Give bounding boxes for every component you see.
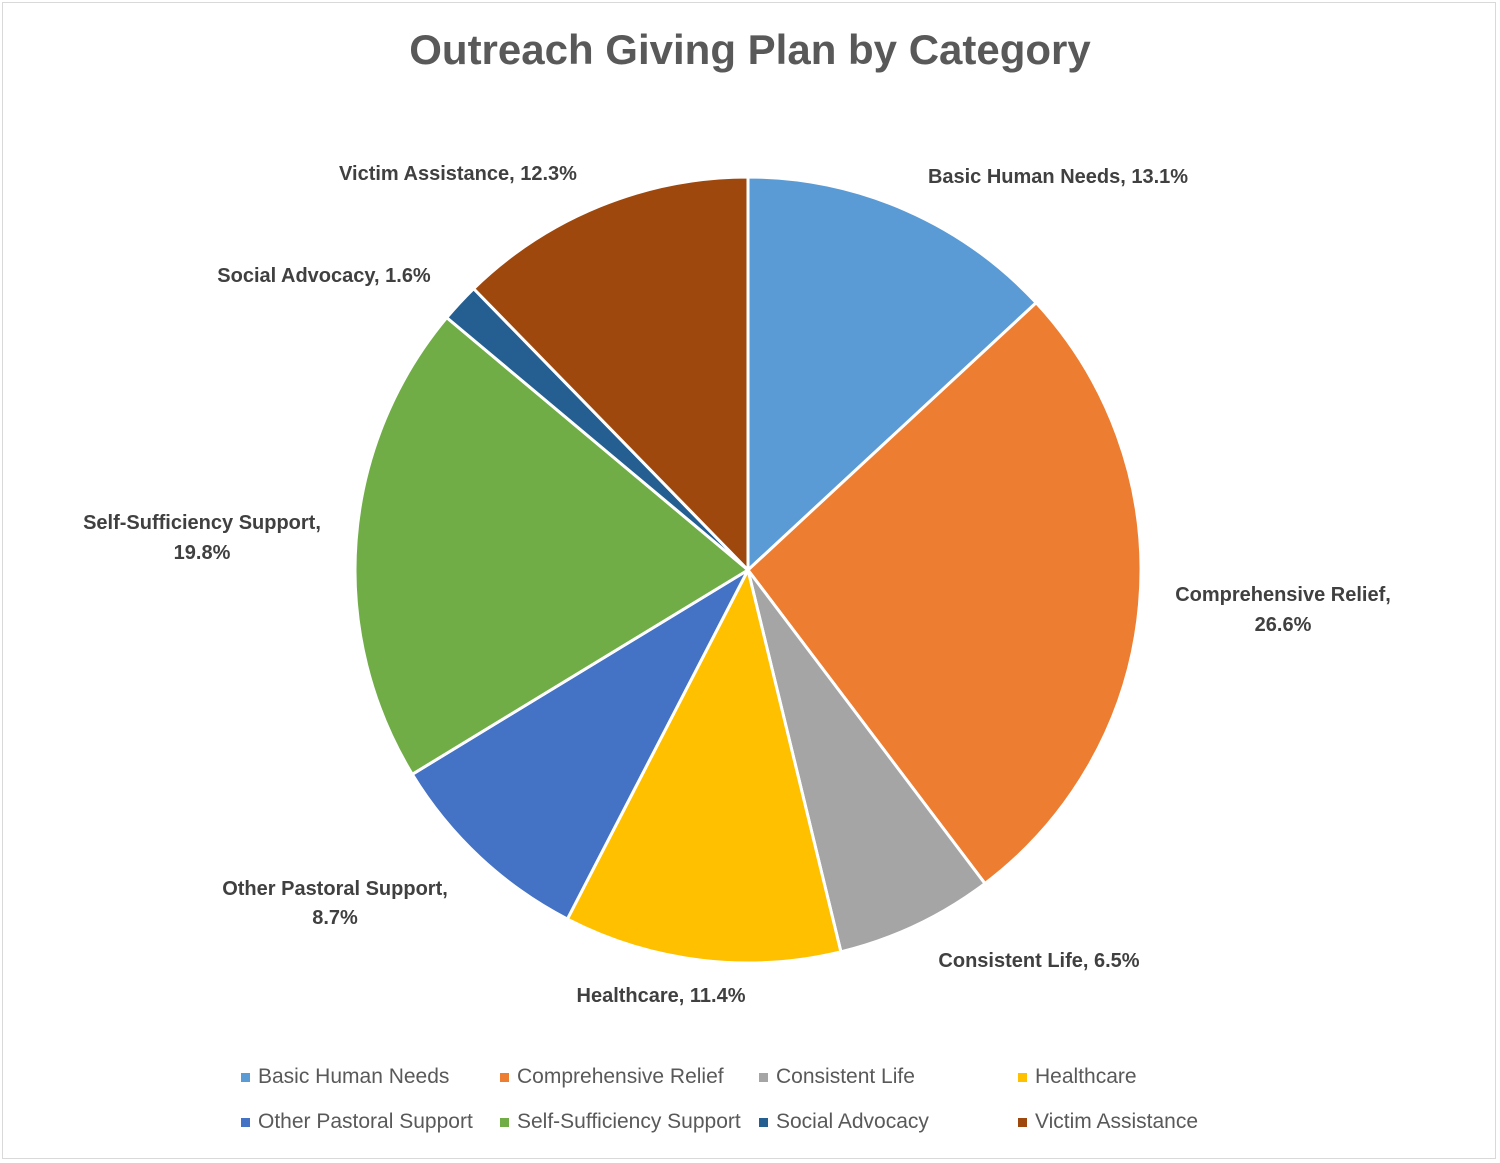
data-label-other-pastoral-support: Other Pastoral Support, 8.7% bbox=[222, 878, 448, 929]
legend-item-consistent-life: Consistent Life bbox=[759, 1065, 915, 1089]
legend-label: Comprehensive Relief bbox=[517, 1065, 724, 1088]
data-label-victim-assistance: Victim Assistance, 12.3% bbox=[339, 163, 577, 185]
data-label-consistent-life: Consistent Life, 6.5% bbox=[938, 950, 1139, 972]
pie-slice-basic-human-needs bbox=[746, 175, 1038, 572]
legend-swatch bbox=[1018, 1117, 1027, 1127]
legend-label: Victim Assistance bbox=[1035, 1110, 1199, 1133]
pie-slice-self-sufficiency-support bbox=[353, 316, 750, 776]
legend-item-other-pastoral-support: Other Pastoral Support bbox=[241, 1110, 473, 1134]
legend-swatch bbox=[241, 1117, 250, 1127]
legend-label: Consistent Life bbox=[776, 1065, 915, 1088]
pie-slice-victim-assistance bbox=[472, 175, 750, 572]
legend-swatch bbox=[759, 1117, 768, 1127]
legend-item-comprehensive-relief: Comprehensive Relief bbox=[500, 1065, 724, 1089]
pie-slice-consistent-life bbox=[746, 568, 987, 954]
legend-label: Healthcare bbox=[1035, 1065, 1137, 1088]
data-label-self-sufficiency-support: Self-Sufficiency Support, 19.8% bbox=[83, 512, 321, 564]
pie-slice-other-pastoral-support bbox=[410, 568, 750, 921]
legend-swatch bbox=[759, 1072, 768, 1082]
legend-label: Other Pastoral Support bbox=[258, 1110, 473, 1133]
legend-swatch bbox=[1018, 1072, 1027, 1082]
legend-label: Basic Human Needs bbox=[258, 1065, 450, 1088]
legend-swatch bbox=[241, 1072, 250, 1082]
chart-title: Outreach Giving Plan by Category bbox=[409, 26, 1091, 73]
legend-swatch bbox=[500, 1117, 509, 1127]
legend-label: Self-Sufficiency Support bbox=[517, 1110, 741, 1133]
legend-item-basic-human-needs: Basic Human Needs bbox=[241, 1065, 449, 1089]
legend-item-self-sufficiency-support: Self-Sufficiency Support bbox=[500, 1110, 741, 1134]
data-label-comprehensive-relief: Comprehensive Relief, 26.6% bbox=[1175, 584, 1391, 636]
data-label-healthcare: Healthcare, 11.4% bbox=[577, 985, 746, 1007]
chart-legend: Basic Human Needs Comprehensive Relief Con… bbox=[0, 1058, 1500, 1148]
pie-slice-healthcare bbox=[565, 568, 843, 965]
legend-item-healthcare: Healthcare bbox=[1018, 1065, 1137, 1089]
pie-slice-comprehensive-relief bbox=[746, 301, 1143, 886]
legend-label: Social Advocacy bbox=[776, 1110, 929, 1133]
legend-item-victim-assistance: Victim Assistance bbox=[1018, 1110, 1198, 1134]
data-label-social-advocacy: Social Advocacy, 1.6% bbox=[217, 265, 431, 287]
legend-swatch bbox=[500, 1072, 509, 1082]
legend-item-social-advocacy: Social Advocacy bbox=[759, 1110, 929, 1134]
data-label-basic-human-needs: Basic Human Needs, 13.1% bbox=[928, 166, 1188, 188]
